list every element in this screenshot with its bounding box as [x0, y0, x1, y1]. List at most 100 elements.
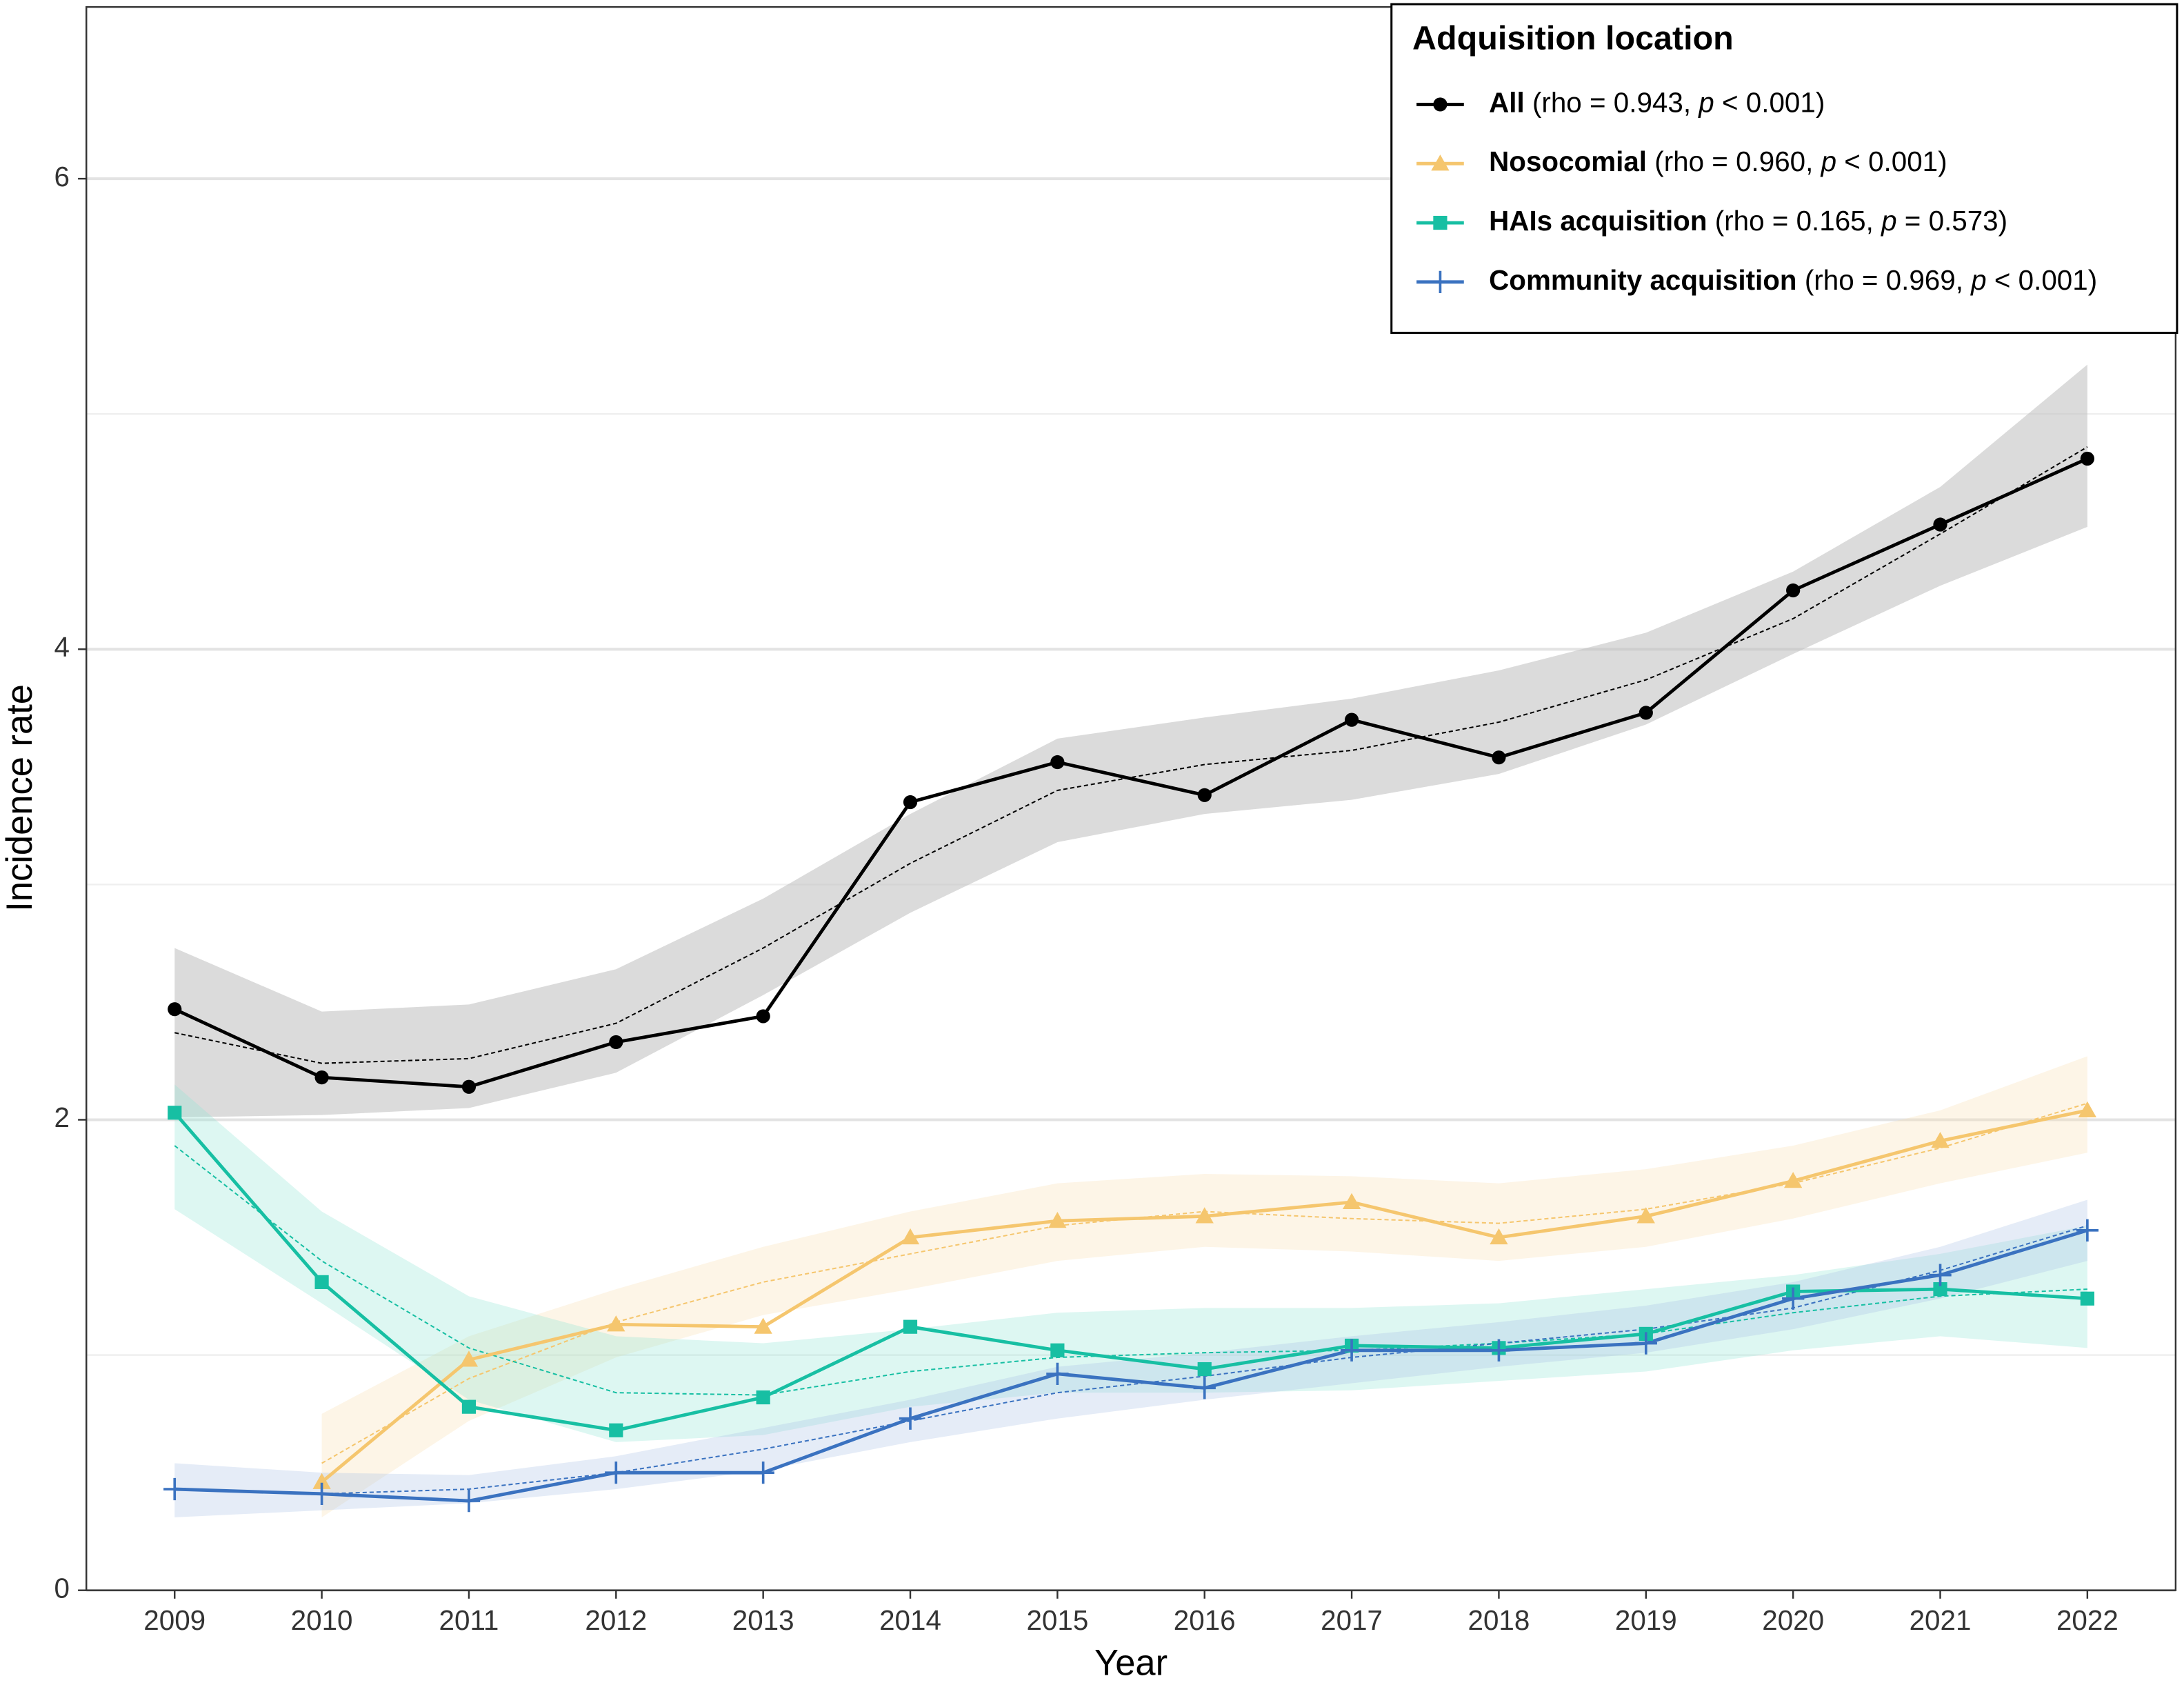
x-tick-label: 2020: [1762, 1604, 1824, 1636]
point: [314, 1070, 329, 1085]
point: [312, 1473, 331, 1489]
points: [163, 451, 2099, 1513]
series-line: [173, 1111, 2088, 1433]
point: [1197, 1362, 1212, 1377]
point: [899, 1407, 922, 1430]
legend-stat: (rho = 0.969,: [1805, 264, 1971, 296]
x-tick-label: 2012: [585, 1604, 647, 1636]
point: [1195, 1207, 1214, 1224]
legend: Adquisition location All (rho = 0.943, p …: [1390, 3, 2178, 335]
point: [609, 1423, 623, 1437]
legend-label: Nosocomial (rho = 0.960, p < 0.001): [1489, 146, 1947, 177]
x-axis-title: Year: [1094, 1643, 1168, 1684]
point: [1046, 1362, 1069, 1386]
point: [310, 1482, 333, 1506]
legend-stat: (rho = 0.943,: [1532, 86, 1699, 118]
legend-label: HAIs acquisition (rho = 0.165, p = 0.573…: [1489, 205, 2007, 237]
legend-stat: < 0.001): [1714, 86, 1825, 118]
point: [1786, 583, 1801, 598]
point: [457, 1489, 481, 1513]
point: [607, 1315, 625, 1332]
point: [901, 1228, 920, 1245]
trend-line: [174, 1225, 2088, 1495]
y-tick-label: 4: [54, 631, 70, 663]
legend-name: All: [1489, 86, 1525, 118]
legend-stat: (rho = 0.960,: [1654, 146, 1821, 177]
confidence-band: [321, 1056, 2087, 1517]
bands: [174, 364, 2087, 1517]
point: [754, 1317, 772, 1334]
point: [1492, 750, 1506, 765]
x-tick-label: 2014: [879, 1604, 941, 1636]
point: [2076, 1219, 2099, 1242]
legend-stat-p: p: [1821, 146, 1836, 177]
point: [903, 1319, 918, 1334]
point: [1340, 1339, 1363, 1362]
point: [2078, 1101, 2096, 1117]
point: [168, 1106, 182, 1120]
legend-label: Community acquisition (rho = 0.969, p < …: [1489, 264, 2097, 296]
trend-line: [174, 446, 2088, 1064]
x-tick-label: 2010: [291, 1604, 353, 1636]
point: [1634, 1332, 1657, 1355]
legend-stat: < 0.001): [1987, 264, 2098, 296]
point: [1933, 517, 1947, 532]
point: [1197, 788, 1212, 802]
point: [168, 1002, 182, 1017]
point: [1490, 1228, 1508, 1245]
legend-marker: [1433, 97, 1447, 112]
series-line: [174, 1228, 2088, 1503]
legend-box: [1390, 3, 2178, 335]
point: [1931, 1132, 1950, 1148]
confidence-band: [174, 1084, 2087, 1442]
legend-stat: = 0.573): [1897, 205, 2008, 237]
legend-name: HAIs acquisition: [1489, 205, 1707, 237]
confidence-band: [174, 364, 2087, 1118]
point: [1784, 1172, 1803, 1188]
x-tick-label: 2018: [1468, 1604, 1530, 1636]
legend-stat: < 0.001): [1836, 146, 1947, 177]
point: [314, 1275, 329, 1289]
y-axis-title: Incidence rate: [0, 684, 40, 912]
point: [2080, 451, 2094, 466]
point: [1933, 1282, 1947, 1297]
point: [1193, 1377, 1216, 1399]
confidence-band: [174, 1199, 2087, 1517]
legend-stat-p: p: [1698, 86, 1714, 118]
series-line: [174, 457, 2088, 1089]
point: [1781, 1287, 1805, 1310]
point: [461, 1079, 477, 1094]
point: [1929, 1264, 1952, 1286]
y-tick-label: 0: [54, 1572, 70, 1604]
legend-name: Nosocomial: [1489, 146, 1647, 177]
legend-stat-p: p: [1970, 264, 1986, 296]
point: [1487, 1339, 1510, 1362]
panel-border: [86, 6, 2177, 1591]
y-tick-label: 2: [54, 1101, 70, 1133]
legend-marker: [1433, 215, 1447, 230]
point: [756, 1390, 770, 1405]
x-tick-label: 2013: [732, 1604, 794, 1636]
point: [756, 1009, 770, 1024]
point: [1342, 1193, 1361, 1209]
point: [1639, 706, 1653, 720]
x-tick-label: 2022: [2056, 1604, 2118, 1636]
legend-stat-p: p: [1881, 205, 1896, 237]
x-tick-label: 2009: [143, 1604, 206, 1636]
point: [1636, 1207, 1655, 1224]
point: [605, 1462, 628, 1484]
x-tick-label: 2011: [439, 1604, 499, 1636]
x-tick-label: 2021: [1910, 1604, 1972, 1636]
point: [461, 1399, 477, 1414]
point: [1050, 755, 1065, 770]
x-tick-label: 2016: [1174, 1604, 1236, 1636]
point: [459, 1350, 479, 1367]
legend-stat: (rho = 0.165,: [1715, 205, 1881, 237]
legend-marker: [1431, 154, 1450, 171]
point: [903, 795, 918, 810]
point: [163, 1477, 186, 1501]
legend-name: Community acquisition: [1489, 264, 1796, 296]
point: [2080, 1291, 2094, 1306]
y-tick-label: 6: [54, 161, 70, 192]
